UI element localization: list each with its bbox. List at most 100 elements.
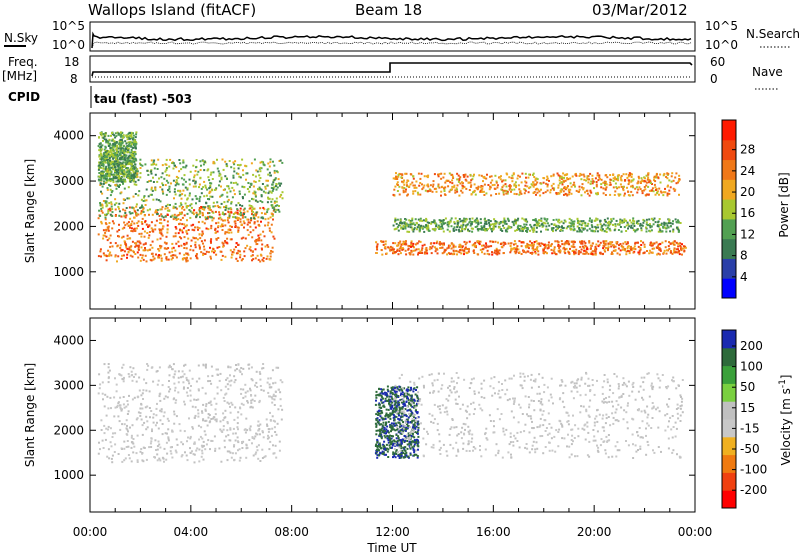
power-cell-3-386 (530, 242, 533, 244)
velocity-cell-0-33 (156, 445, 159, 448)
power-cell-5-220 (538, 219, 540, 222)
power-cell-1-18 (281, 161, 284, 164)
power-cell-0-583 (234, 225, 237, 227)
power-cell-1-310 (209, 216, 212, 219)
power-cell-3-694 (435, 248, 438, 251)
power-cell-0-666 (218, 211, 221, 214)
power-cell-0-436 (243, 222, 246, 225)
power-cell-0-142 (108, 237, 111, 240)
power-cell-5-641 (425, 224, 428, 227)
power-cell-0-427 (172, 235, 175, 238)
velocity-cell-0-529 (107, 363, 110, 365)
velocity-cell-0-526 (141, 424, 144, 427)
power-cell-2-685 (108, 138, 111, 141)
power-cell-0-240 (150, 221, 153, 224)
power-cell-3-8 (684, 245, 686, 248)
power-cell-0-127 (230, 225, 233, 228)
power-cell-1-445 (228, 187, 231, 190)
power-cell-1-479 (144, 199, 146, 202)
power-cell-3-125 (634, 248, 637, 251)
power-cell-1-506 (128, 211, 131, 214)
power-cell-3-534 (643, 246, 646, 248)
velocity-cell-0-171 (130, 446, 133, 449)
power-cell-1-411 (165, 179, 168, 182)
power-cell-4-22 (457, 174, 460, 177)
power-cell-4-430 (618, 194, 621, 197)
velocity-cell-0-161 (175, 399, 178, 402)
power-cell-0-459 (207, 215, 210, 218)
power-cell-1-535 (106, 204, 109, 207)
power-cell-1-377 (259, 166, 262, 169)
power-cell-0-639 (109, 245, 112, 248)
power-cell-1-461 (241, 196, 244, 198)
power-cell-3-50 (425, 250, 428, 253)
velocity-cell-0-263 (268, 448, 271, 451)
power-cell-4-14 (586, 192, 589, 195)
velocity-cell-0-405 (162, 415, 165, 418)
power-cell-4-582 (483, 194, 486, 196)
power-cell-2-438 (100, 134, 103, 137)
power-cell-1-495 (136, 209, 139, 212)
power-cell-3-369 (539, 245, 542, 247)
power-cell-3-26 (475, 246, 477, 249)
velocity-cell-0-382 (148, 407, 151, 409)
power-cell-3-470 (420, 251, 423, 254)
velocity-cell-0-322 (107, 366, 110, 369)
power-cell-5-345 (444, 222, 447, 225)
power-cell-5-611 (492, 228, 495, 231)
power-cell-0-571 (198, 244, 201, 247)
velocity-cell-0-144 (230, 401, 233, 404)
power-cell-0-371 (168, 251, 171, 254)
power-cell-0-250 (102, 252, 105, 255)
power-cell-2-499 (98, 172, 101, 174)
velocity-cell-0-563 (175, 438, 178, 441)
power-cell-4-673 (646, 178, 649, 181)
power-cell-4-401 (418, 184, 421, 187)
power-cell-5-217 (500, 228, 503, 230)
power-cell-4-287 (555, 193, 558, 196)
power-cell-2-341 (130, 173, 133, 176)
velocity-cell-0-256 (190, 385, 192, 387)
power-cell-1-688 (259, 161, 262, 164)
power-cell-0-592 (187, 253, 190, 256)
power-cell-3-81 (467, 250, 470, 253)
power-cell-4-10 (563, 176, 565, 179)
power-cell-3-184 (442, 243, 444, 246)
power-cell-0-447 (244, 237, 247, 240)
power-cell-3-575 (460, 252, 463, 255)
power-cell-5-290 (555, 225, 558, 228)
power-cell-5-632 (439, 219, 442, 222)
power-cell-2-548 (112, 142, 115, 145)
power-cell-4-184 (480, 185, 483, 187)
power-cell-3-180 (584, 242, 587, 245)
velocity-cell-0-467 (236, 416, 239, 419)
power-cell-5-624 (441, 227, 444, 230)
power-cell-3-56 (425, 247, 428, 249)
power-cell-4-354 (594, 177, 597, 180)
power-cell-2-673 (116, 170, 119, 173)
power-cell-5-192 (533, 229, 536, 232)
power-cell-4-682 (546, 175, 549, 178)
power-cell-5-374 (396, 218, 399, 221)
power-cell-5-227 (663, 223, 666, 226)
power-cell-0-60 (261, 243, 264, 246)
power-cell-1-3 (266, 211, 269, 214)
power-cell-3-689 (632, 247, 635, 250)
velocity-cell-0-139 (141, 459, 144, 462)
power-cell-5-260 (562, 227, 564, 229)
power-cell-4-137 (546, 189, 549, 192)
power-cell-4-280 (552, 174, 555, 177)
power-cell-2-446 (134, 163, 137, 166)
power-cell-0-404 (141, 222, 144, 225)
power-cell-0-322 (192, 249, 195, 252)
power-cell-3-664 (553, 246, 556, 249)
power-cell-0-634 (236, 216, 239, 219)
power-cell-0-603 (182, 227, 185, 230)
power-cell-2-676 (134, 180, 137, 183)
power-cell-0-654 (134, 245, 137, 248)
power-cell-1-129 (227, 185, 230, 188)
power-cell-0-454 (152, 230, 155, 233)
power-cell-1-24 (177, 176, 180, 179)
power-cell-1-499 (100, 190, 102, 193)
power-cell-2-670 (115, 160, 118, 163)
